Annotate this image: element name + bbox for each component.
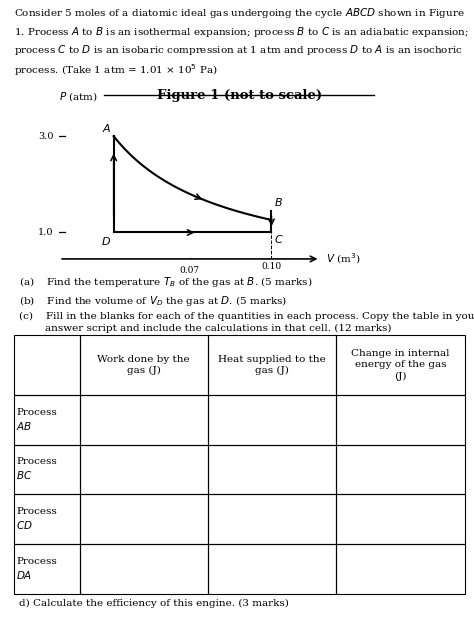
Bar — [80, 395, 208, 445]
Bar — [80, 494, 208, 544]
Text: Process
$DA$: Process $DA$ — [17, 557, 57, 581]
Text: Change in internal
energy of the gas
(J): Change in internal energy of the gas (J) — [351, 349, 450, 380]
Text: Process
$AB$: Process $AB$ — [17, 408, 57, 432]
Bar — [336, 395, 465, 445]
Text: Figure 1 (not to scale): Figure 1 (not to scale) — [157, 89, 322, 102]
Bar — [80, 335, 208, 395]
Bar — [336, 445, 465, 494]
Bar — [14, 544, 80, 594]
Text: Work done by the
gas (J): Work done by the gas (J) — [97, 355, 190, 375]
Bar — [208, 544, 336, 594]
Bar — [80, 544, 208, 594]
Bar — [14, 395, 80, 445]
Bar — [208, 494, 336, 544]
Bar — [14, 335, 80, 395]
Bar — [14, 494, 80, 544]
Bar — [208, 395, 336, 445]
Bar — [80, 445, 208, 494]
Text: Heat supplied to the
gas (J): Heat supplied to the gas (J) — [218, 355, 326, 375]
Text: Consider 5 moles of a diatomic ideal gas undergoing the cycle $ABCD$ shown in Fi: Consider 5 moles of a diatomic ideal gas… — [14, 6, 469, 78]
Bar — [14, 445, 80, 494]
Bar — [336, 335, 465, 395]
Bar — [336, 544, 465, 594]
Text: Process
$BC$: Process $BC$ — [17, 457, 57, 481]
Bar — [336, 494, 465, 544]
Bar — [208, 445, 336, 494]
Text: (a)    Find the temperature $T_B$ of the gas at $B$. (5 marks)
(b)    Find the v: (a) Find the temperature $T_B$ of the ga… — [18, 275, 474, 333]
Bar — [208, 335, 336, 395]
Text: Process
$CD$: Process $CD$ — [17, 508, 57, 531]
Text: d) Calculate the efficiency of this engine. (3 marks): d) Calculate the efficiency of this engi… — [18, 599, 289, 608]
